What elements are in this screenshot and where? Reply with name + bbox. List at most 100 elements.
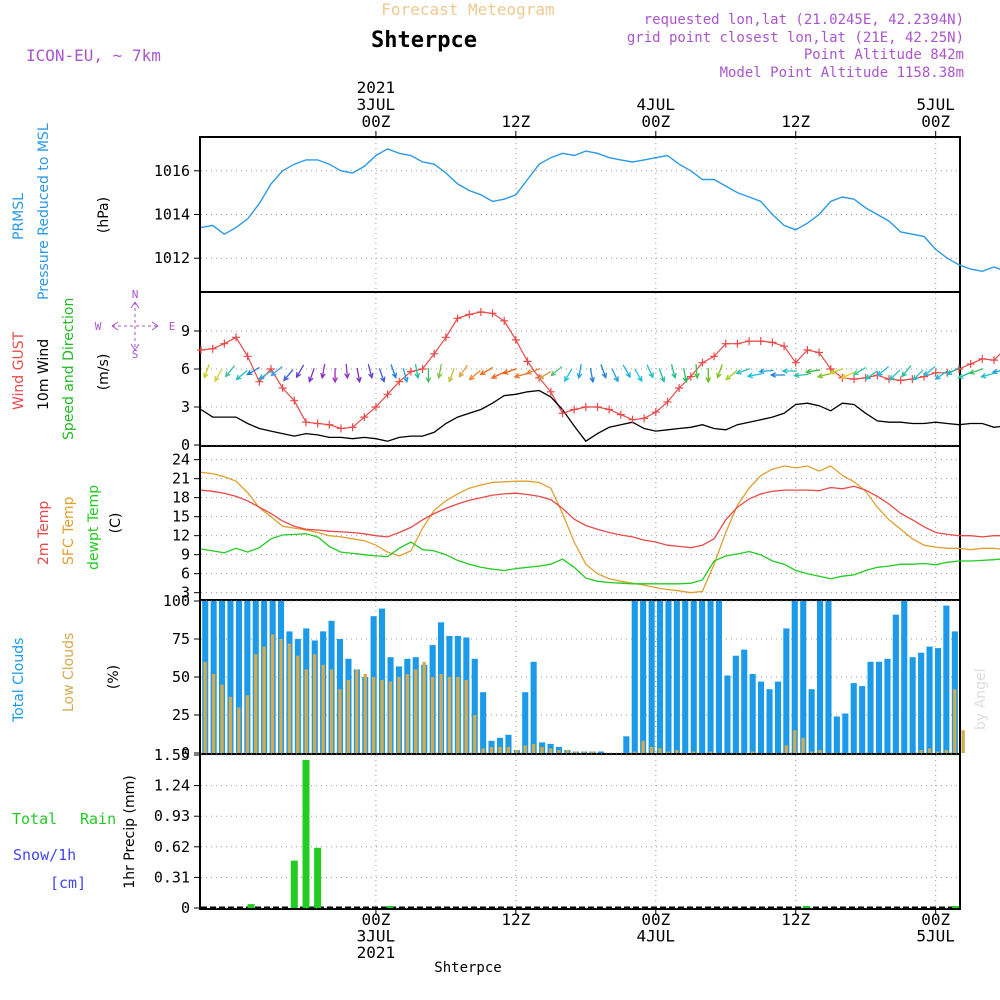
pressure-ytick-label: 1014: [154, 206, 190, 224]
wind-direction-arrow: [235, 370, 248, 381]
wind-gust-point: [278, 384, 287, 392]
low-clouds-bar: [279, 639, 283, 753]
dewpt-temp-line: [200, 533, 1000, 585]
total-clouds-bar: [876, 661, 883, 753]
total-clouds-bar: [909, 657, 916, 753]
low-clouds-bar: [574, 751, 578, 753]
wind-direction-arrow: [564, 368, 573, 383]
top-time-label: 2021: [357, 78, 396, 97]
wind-direction-arrow: [436, 363, 443, 380]
wind-gust-point: [663, 397, 672, 406]
low-clouds-bar: [751, 751, 755, 753]
low-clouds-bar: [666, 751, 671, 753]
wind-gust-point: [208, 344, 217, 353]
model-label: ICON-EU, ~ 7km: [26, 46, 161, 65]
wind-ytick-label: 3: [181, 398, 190, 416]
time-axes: 20213JUL00Z12Z4JUL00Z12Z5JUL00Z12Z00Z3JU…: [357, 78, 955, 962]
total-clouds-bar: [497, 737, 504, 753]
low-clouds-bar: [287, 643, 292, 753]
wind-gust-point: [336, 424, 345, 433]
sfc-temp-line: [200, 465, 1000, 594]
total-clouds-bar: [758, 681, 765, 753]
wind-ytick-label: 6: [181, 360, 190, 378]
compass-west: W: [95, 320, 102, 333]
precip-ytick-label: 0.93: [154, 807, 190, 825]
low-clouds-bar: [304, 669, 308, 753]
wind-direction-arrow: [934, 370, 948, 380]
wind-gust-point: [850, 375, 859, 384]
bottom-time-label: 12Z: [781, 910, 810, 929]
bottom-time-label: 00Z: [361, 910, 390, 929]
wind-gust-point: [989, 356, 998, 365]
low-clouds-bar: [591, 751, 595, 753]
total-clouds-bar: [724, 675, 731, 753]
total-clouds-bar: [505, 734, 512, 753]
total-clouds-bar: [859, 686, 866, 753]
low-clouds-bar: [254, 654, 258, 753]
total-clouds-bar: [766, 689, 773, 753]
model-point-altitude: Model Point Altitude 1158.38m: [720, 65, 964, 81]
prmsl-label: PRMSL: [11, 193, 27, 240]
total-clouds-bar: [623, 736, 630, 753]
total-clouds-bar: [598, 751, 605, 753]
total-clouds-bar: [884, 658, 891, 753]
low-clouds-bar: [489, 746, 494, 753]
low-clouds-bar: [927, 748, 932, 753]
wind-direction-arrow: [270, 366, 283, 377]
wind-direction-arrow: [781, 368, 797, 374]
wind-panel-labels: Wind GUST 10m Wind Speed and Direction (…: [11, 288, 175, 440]
precip-ytick-label: 0.62: [154, 838, 190, 856]
wind-direction-arrow: [658, 368, 666, 383]
precip-total-label: Total: [12, 810, 57, 828]
data-series: [197, 148, 1000, 909]
bottom-time-label: 4JUL: [637, 927, 676, 946]
total-clouds-bar: [555, 746, 562, 753]
temp-2m-line: [200, 485, 1000, 549]
wind-gust-point: [651, 408, 660, 417]
wind-direction-arrow: [716, 364, 723, 379]
clouds-ytick-label: 75: [172, 630, 190, 648]
precip-snow-label: Snow/1h: [13, 846, 76, 864]
low-clouds-bar: [481, 748, 485, 753]
wind-unit: (m/s): [96, 354, 112, 391]
wind-gust-point: [896, 376, 905, 385]
wind-direction-arrow: [758, 368, 774, 375]
pressure-reduced-label: Pressure Reduced to MSL: [36, 123, 52, 300]
wind-gust-point: [675, 384, 684, 392]
wind-direction-arrow: [414, 363, 421, 380]
total-clouds-bar: [850, 683, 857, 753]
wind-gust-point: [756, 337, 765, 346]
temp-ytick-label: 12: [172, 527, 190, 545]
low-clouds-bar: [380, 680, 384, 753]
low-clouds-bar: [220, 684, 224, 753]
total-clouds-bar: [471, 658, 478, 753]
precip-panel-frame: [199, 753, 961, 910]
footer-place: Shterpce: [434, 960, 501, 976]
low-clouds-bar: [506, 746, 510, 753]
wind-gust-point: [360, 413, 369, 422]
low-clouds-bar: [321, 664, 325, 753]
wind-direction-arrow: [705, 368, 712, 384]
top-time-label: 3JUL: [357, 95, 396, 114]
precip-rain-bar: [247, 904, 255, 908]
total-clouds-bar: [791, 601, 798, 753]
total-clouds-bar: [522, 692, 529, 753]
precip-rain-bar: [386, 906, 394, 908]
wind-direction-arrow: [308, 368, 315, 383]
wind-gust-point: [745, 337, 754, 346]
total-clouds-bar: [833, 716, 840, 753]
credit-watermark: by Angel: [973, 669, 989, 730]
wind-direction-arrow: [746, 372, 762, 379]
wind-direction-arrow: [576, 363, 583, 380]
low-clouds-bar: [228, 696, 233, 753]
wind-direction-arrow: [283, 369, 294, 382]
total-clouds-bar: [732, 655, 739, 753]
low-clouds-bar: [818, 750, 822, 753]
clouds-ytick-label: 0: [181, 744, 190, 762]
compass-arrowheads: [111, 301, 159, 351]
wind-direction-arrow: [980, 372, 996, 379]
wind-direction-arrow: [479, 366, 494, 376]
precip-ytick-label: 1.24: [154, 777, 190, 795]
wind-direction-arrow: [852, 366, 867, 376]
low-clouds-bar: [346, 680, 350, 753]
